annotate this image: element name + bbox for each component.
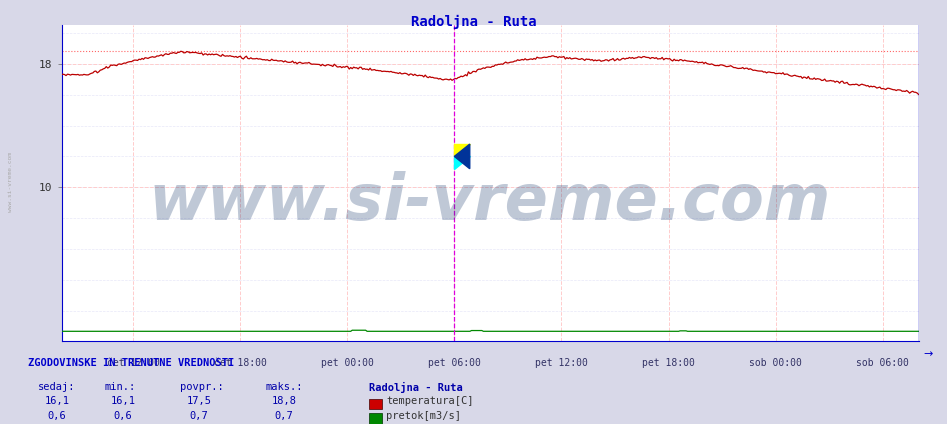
- Text: maks.:: maks.:: [265, 382, 303, 392]
- Text: pet 18:00: pet 18:00: [642, 358, 695, 368]
- Text: sob 00:00: sob 00:00: [749, 358, 802, 368]
- Text: 0,6: 0,6: [47, 411, 66, 421]
- Text: pet 12:00: pet 12:00: [535, 358, 588, 368]
- Text: →: →: [923, 349, 933, 359]
- Text: temperatura[C]: temperatura[C]: [386, 396, 474, 407]
- Text: www.si-vreme.com: www.si-vreme.com: [149, 171, 831, 233]
- Text: min.:: min.:: [104, 382, 135, 392]
- Text: pet 06:00: pet 06:00: [428, 358, 481, 368]
- Text: ZGODOVINSKE IN TRENUTNE VREDNOSTI: ZGODOVINSKE IN TRENUTNE VREDNOSTI: [28, 358, 235, 368]
- Text: pretok[m3/s]: pretok[m3/s]: [386, 411, 461, 421]
- Text: Radoljna - Ruta: Radoljna - Ruta: [411, 15, 536, 29]
- Polygon shape: [455, 156, 470, 169]
- Text: 0,7: 0,7: [189, 411, 208, 421]
- Text: 17,5: 17,5: [187, 396, 211, 407]
- Text: 0,7: 0,7: [275, 411, 294, 421]
- Polygon shape: [455, 144, 470, 156]
- Text: povpr.:: povpr.:: [180, 382, 223, 392]
- Text: Radoljna - Ruta: Radoljna - Ruta: [369, 382, 463, 393]
- Text: 16,1: 16,1: [45, 396, 69, 407]
- Polygon shape: [455, 144, 470, 169]
- Text: čet 18:00: čet 18:00: [214, 358, 266, 368]
- Text: sob 06:00: sob 06:00: [856, 358, 909, 368]
- Text: pet 00:00: pet 00:00: [321, 358, 374, 368]
- Text: čet 12:00: čet 12:00: [106, 358, 159, 368]
- Text: 16,1: 16,1: [111, 396, 135, 407]
- Text: sedaj:: sedaj:: [38, 382, 76, 392]
- Text: 18,8: 18,8: [272, 396, 296, 407]
- Text: www.si-vreme.com: www.si-vreme.com: [8, 152, 12, 212]
- Text: 0,6: 0,6: [114, 411, 133, 421]
